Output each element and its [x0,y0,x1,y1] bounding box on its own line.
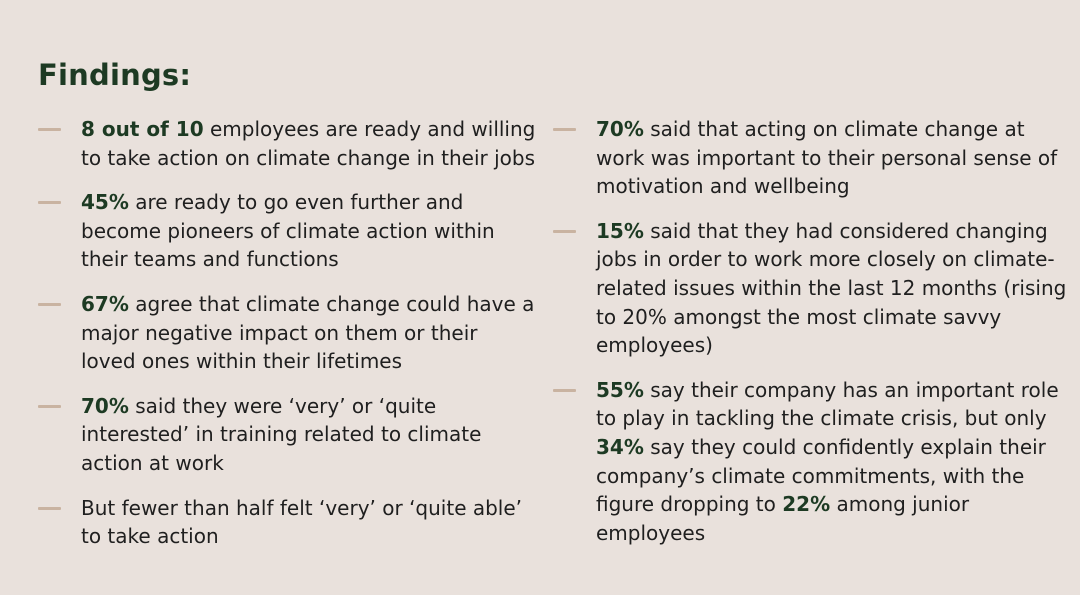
finding-text: among junior employees [596,492,970,545]
finding-item: 55% say their company has an important r… [553,376,1073,548]
dash-bullet-icon [553,229,576,233]
finding-item: But fewer than half felt ‘very’ or ‘quit… [38,494,538,551]
finding-text: employees are ready and willing to take … [81,117,536,170]
dash-bullet-icon [38,201,61,205]
finding-highlight: 8 out of 10 [81,117,204,141]
finding-text: said that they had considered changing j… [596,218,1067,358]
finding-item: 70% said that acting on climate change a… [553,115,1073,201]
dash-bullet-icon [38,302,61,306]
finding-item: 8 out of 10 employees are ready and will… [38,115,538,172]
finding-item: 70% said they were ‘very’ or ‘quite inte… [38,392,538,478]
finding-text: said they were ‘very’ or ‘quite interest… [81,393,482,475]
finding-text: say they could confidently explain their… [596,434,1046,517]
finding-highlight: 45% [81,190,129,215]
finding-highlight: 70% [596,117,644,141]
dash-bullet-icon [553,128,576,131]
finding-highlight: 67% [81,291,129,316]
finding-highlight: 70% [81,393,129,418]
dash-bullet-icon [38,404,61,408]
finding-text: agree that climate change could have a m… [81,291,535,374]
finding-highlight: 55% [596,377,644,402]
findings-right-column: 70% said that acting on climate change a… [553,115,1073,563]
finding-item: 67% agree that climate change could have… [38,290,538,376]
finding-text: are ready to go even further and become … [81,190,495,272]
finding-highlight: 34% [596,434,644,459]
finding-highlight: 15% [596,218,644,243]
findings-left-column: 8 out of 10 employees are ready and will… [38,115,538,567]
finding-item: 15% said that they had considered changi… [553,217,1073,360]
finding-text: said that acting on climate change at wo… [596,117,1058,199]
finding-item: 45% are ready to go even further and bec… [38,188,538,274]
dash-bullet-icon [553,388,576,392]
finding-text: say their company has an important role … [596,377,1059,431]
dash-bullet-icon [38,506,61,510]
page-title: Findings: [38,58,192,92]
dash-bullet-icon [38,128,61,131]
finding-highlight: 22% [782,492,831,517]
finding-text: But fewer than half felt ‘very’ or ‘quit… [81,495,523,549]
